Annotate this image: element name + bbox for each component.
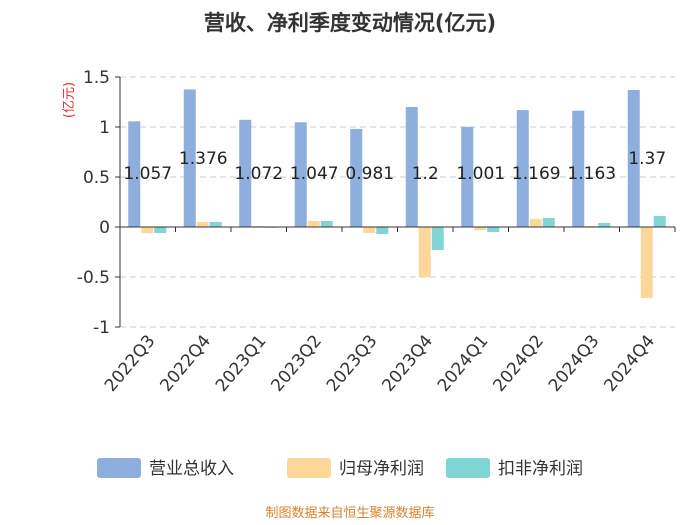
x-tick-label: 2024Q2 xyxy=(489,331,548,396)
bar xyxy=(141,227,154,233)
bar xyxy=(183,89,196,228)
bar xyxy=(154,227,167,233)
data-label: 1.001 xyxy=(456,164,505,184)
chart-title: 营收、净利季度变动情况(亿元) xyxy=(204,11,496,35)
y-tick-label: 0.5 xyxy=(83,168,110,188)
bar xyxy=(572,110,585,227)
legend-label: 扣非净利润 xyxy=(498,459,583,479)
bar xyxy=(196,222,209,227)
bar xyxy=(487,227,500,232)
legend: 营业总收入 归母净利润 扣非净利润 xyxy=(97,458,583,479)
bar xyxy=(529,219,542,227)
y-tick-label: -1 xyxy=(93,318,110,338)
data-label: 0.981 xyxy=(345,164,394,184)
bar xyxy=(418,227,431,277)
bars xyxy=(128,89,666,298)
gridlines xyxy=(120,76,675,328)
data-label: 1.057 xyxy=(123,164,172,184)
bar xyxy=(474,227,487,230)
data-label: 1.072 xyxy=(234,164,283,184)
y-axis: 1.5 1 0.5 0 -0.5 -1 xyxy=(77,68,121,338)
data-label: 1.169 xyxy=(512,164,561,184)
x-tick-label: 2024Q3 xyxy=(545,331,604,396)
x-tick-label: 2022Q3 xyxy=(101,331,160,396)
data-labels: 1.057 1.376 1.072 1.047 0.981 1.2 1.001 1.169 1.… xyxy=(123,149,666,184)
x-tick-label: 2024Q1 xyxy=(434,331,493,396)
x-axis: 2022Q32022Q42023Q12023Q22023Q32023Q42024… xyxy=(101,226,676,396)
bar xyxy=(128,121,141,227)
bar xyxy=(320,221,333,227)
x-tick-label: 2023Q3 xyxy=(323,331,382,396)
bar xyxy=(294,122,307,227)
bar xyxy=(431,227,444,250)
bar xyxy=(350,128,363,227)
data-label: 1.2 xyxy=(412,164,439,184)
y-tick-label: -0.5 xyxy=(77,268,110,288)
legend-swatch xyxy=(446,458,490,478)
bar xyxy=(542,218,555,227)
bar xyxy=(598,223,611,227)
data-label: 1.163 xyxy=(567,164,616,184)
y-axis-label: (亿元) xyxy=(62,82,77,118)
data-label: 1.376 xyxy=(179,149,228,169)
x-tick-label: 2023Q2 xyxy=(267,331,326,396)
bar xyxy=(461,126,474,227)
bar xyxy=(627,90,640,227)
data-label: 1.37 xyxy=(628,149,666,169)
bar xyxy=(363,227,376,233)
legend-label: 营业总收入 xyxy=(149,459,234,479)
bar xyxy=(640,227,653,298)
legend-swatch xyxy=(287,458,331,478)
y-tick-label: 1 xyxy=(99,118,110,138)
bar xyxy=(209,222,222,227)
x-tick-label: 2023Q1 xyxy=(212,331,271,396)
bar xyxy=(405,107,418,227)
y-tick-label: 0 xyxy=(99,218,110,238)
bar xyxy=(239,119,252,227)
data-label: 1.047 xyxy=(290,164,339,184)
y-tick-label: 1.5 xyxy=(83,68,110,88)
bar xyxy=(516,110,529,227)
x-tick-label: 2023Q4 xyxy=(378,331,437,396)
bar xyxy=(376,227,389,234)
bar xyxy=(653,216,666,227)
bar xyxy=(307,221,320,227)
x-tick-label: 2024Q4 xyxy=(600,331,659,396)
x-tick-label: 2022Q4 xyxy=(156,331,215,396)
legend-swatch xyxy=(97,458,141,478)
legend-label: 归母净利润 xyxy=(339,459,424,479)
source-note: 制图数据来自恒生聚源数据库 xyxy=(265,505,434,521)
